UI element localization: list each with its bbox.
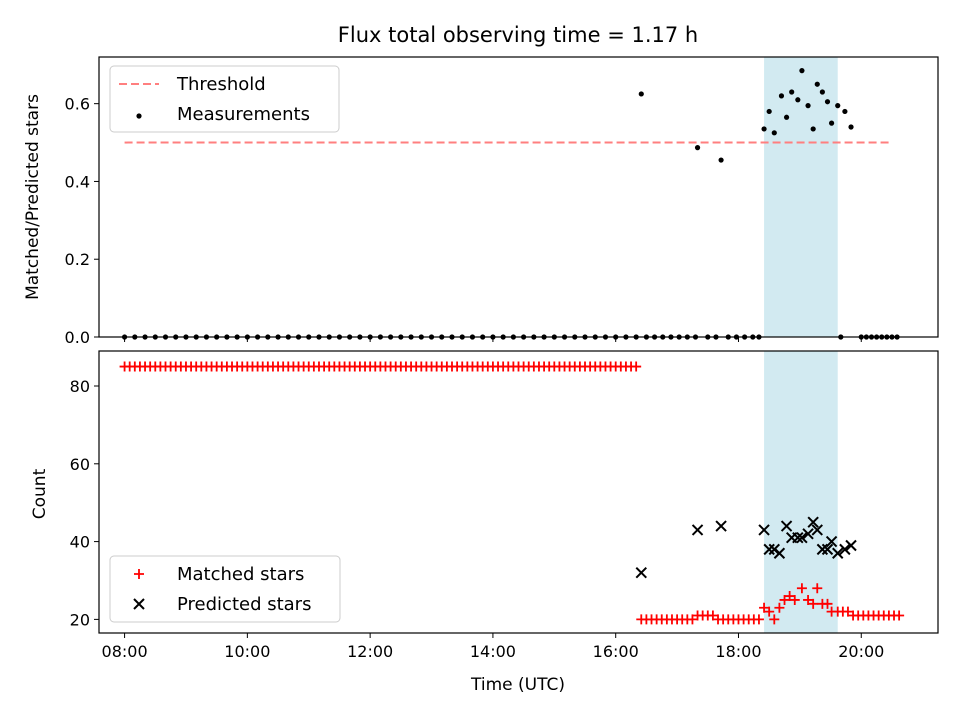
matched-stars-point <box>808 598 819 609</box>
measurements-point <box>638 91 644 97</box>
matched-stars-point <box>789 594 800 605</box>
top-y-axis-label: Matched/Predicted stars <box>23 94 43 300</box>
legend: Matched stars Predicted stars <box>109 555 341 623</box>
matched-stars-point <box>842 606 853 617</box>
y-tick-label: 0.2 <box>65 250 90 269</box>
predicted-stars-point <box>796 531 808 544</box>
measurements-point <box>828 120 835 126</box>
legend-matched-swatch <box>134 569 144 579</box>
chart-title: Flux total observing time = 1.17 h <box>338 23 698 47</box>
predicted-stars-point <box>821 543 834 556</box>
measurements-point <box>718 157 724 163</box>
predicted-stars-point <box>758 524 770 536</box>
predicted-stars-point <box>816 543 829 556</box>
y-tick-label: 60 <box>70 455 90 474</box>
predicted-stars-point <box>763 543 775 556</box>
measurements-point <box>824 99 831 105</box>
x-tick-label: 20:00 <box>838 642 884 661</box>
x-tick-label: 14:00 <box>470 642 516 661</box>
matched-stars-point <box>796 583 807 594</box>
predicted-stars-point <box>780 520 793 532</box>
axes-frame <box>98 56 939 338</box>
predicted-stars-point <box>691 524 704 536</box>
matched-stars-point <box>764 606 775 617</box>
legend-label: Predicted stars <box>177 594 311 615</box>
predicted-stars-point <box>807 516 819 528</box>
legend-label: Measurements <box>177 104 310 125</box>
measurements-point <box>819 89 825 95</box>
axes-frame <box>98 350 939 634</box>
measurements-point <box>848 124 854 130</box>
matched-stars-point <box>769 614 780 625</box>
matched-stars-point <box>784 591 795 602</box>
predicted-stars-point <box>802 528 814 540</box>
legend-box <box>109 555 341 623</box>
bottom-y-axis-label: Count <box>30 468 50 519</box>
x-tick-label: 12:00 <box>347 642 393 661</box>
measurements-point <box>783 114 790 120</box>
predicted-stars-point <box>839 543 851 556</box>
matched-stars-point <box>687 614 698 625</box>
predicted-stars-point <box>635 567 647 579</box>
measurements-point <box>835 103 841 109</box>
legend-label: Matched stars <box>177 564 304 585</box>
matched-stars-point <box>759 602 770 613</box>
top-panel-ratio: 0.0 0.2 0.4 0.6 Threshold Measurements <box>65 56 939 347</box>
highlight-band <box>764 57 838 337</box>
predicted-stars-point <box>811 524 823 536</box>
x-tick-label: 08:00 <box>102 642 148 661</box>
y-tick-label: 40 <box>70 533 90 552</box>
legend: Threshold Measurements <box>109 65 340 133</box>
predicted-stars-point <box>825 535 838 548</box>
predicted-stars-point <box>773 547 786 559</box>
measurements-point <box>789 89 795 95</box>
y-tick-label: 20 <box>70 610 90 629</box>
x-tick-label: 18:00 <box>715 642 761 661</box>
x-tick-label: 16:00 <box>593 642 639 661</box>
measurements-point <box>842 108 848 115</box>
predicted-stars-point <box>832 547 844 559</box>
matched-stars-point <box>894 610 905 621</box>
predicted-stars-point <box>845 539 857 552</box>
measurements-point <box>810 126 816 132</box>
matched-stars-point <box>753 614 764 625</box>
measurements-point <box>771 130 777 136</box>
highlight-band <box>764 351 838 633</box>
measurements-point <box>795 97 801 103</box>
matched-stars-point <box>631 361 642 372</box>
measurements-point <box>766 108 772 115</box>
matched-stars-point <box>707 610 718 621</box>
matched-stars-point <box>779 594 790 605</box>
measurements-point <box>799 68 805 74</box>
legend-predicted-swatch <box>133 598 145 610</box>
y-tick-label: 0.0 <box>65 328 90 347</box>
measurements-point <box>814 81 820 87</box>
matched-stars-point <box>812 583 823 594</box>
measurements-point <box>694 145 701 151</box>
y-tick-label: 0.4 <box>65 172 90 191</box>
measurements-point <box>778 93 785 99</box>
measurements-point <box>805 103 811 109</box>
y-tick-label: 0.6 <box>65 95 90 114</box>
x-tick-label: 10:00 <box>224 642 270 661</box>
legend-box <box>109 65 340 133</box>
legend-label: Threshold <box>176 74 266 95</box>
matched-stars-point <box>774 602 785 613</box>
measurements-point <box>761 126 767 132</box>
predicted-stars-point <box>792 531 804 544</box>
x-axis-label: Time (UTC) <box>470 675 565 695</box>
matched-stars-point <box>803 594 814 605</box>
y-tick-label: 80 <box>70 377 90 396</box>
predicted-stars-point <box>715 520 727 532</box>
matched-stars-point <box>822 598 833 609</box>
bottom-panel-counts: 08:00 10:00 12:00 14:00 16:00 18:00 20:00 20 40 6… <box>70 350 939 661</box>
legend-measurements-swatch <box>136 113 142 119</box>
